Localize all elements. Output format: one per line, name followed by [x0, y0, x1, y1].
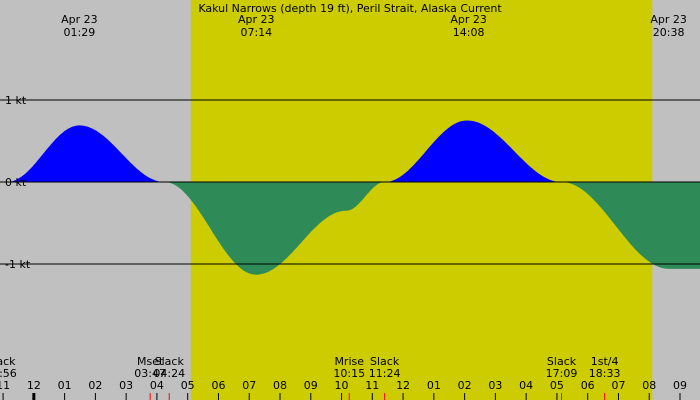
- flood-area-5: [384, 120, 562, 182]
- flood-area-1: [7, 125, 165, 182]
- hour-tick-label: 02: [88, 379, 102, 392]
- hour-tick-label: 01: [58, 379, 72, 392]
- hour-tick-label: 05: [550, 379, 564, 392]
- extremum-time: 14:08: [453, 26, 485, 39]
- event-label: Slack: [155, 355, 185, 368]
- y-tick-label: 0 kt: [5, 176, 27, 189]
- hour-tick-label: 07: [242, 379, 256, 392]
- hour-axis: 11 12 01 02 03 04 05 06 07 08 09 10 11 12 01 02 03 04 05 06…: [0, 379, 687, 400]
- current-curve: [7, 120, 700, 275]
- hour-tick-label: 08: [273, 379, 287, 392]
- extremum-date: Apr 23: [650, 13, 687, 26]
- hour-tick-label: 12: [27, 379, 41, 392]
- hour-tick-label: 07: [611, 379, 625, 392]
- y-tick-label: 1 kt: [5, 94, 27, 107]
- y-axis-labels: 1 kt 0 kt -1 kt: [5, 94, 31, 271]
- hour-tick-label: 04: [150, 379, 164, 392]
- extremum-time: 20:38: [653, 26, 685, 39]
- hour-tick-label: 03: [119, 379, 133, 392]
- hour-tick-label: 04: [519, 379, 533, 392]
- hour-tick-label: 03: [488, 379, 502, 392]
- event-label: Mset: [137, 355, 164, 368]
- hour-tick-label: 06: [581, 379, 595, 392]
- extremum-date: Apr 23: [238, 13, 275, 26]
- chart-title: Kakul Narrows (depth 19 ft), Peril Strai…: [198, 2, 502, 15]
- hour-tick-label: 10: [335, 379, 349, 392]
- event-time: 11:24: [369, 367, 401, 380]
- y-tick-label: -1 kt: [5, 258, 31, 271]
- gridlines: [0, 99, 700, 265]
- hour-tick-label: 09: [304, 379, 318, 392]
- extremum-date: Apr 23: [450, 13, 487, 26]
- extremum-date: Apr 23: [61, 13, 98, 26]
- event-label: Mrise: [334, 355, 364, 368]
- event-time: 03:47: [134, 367, 166, 380]
- ebb-area-7: [561, 182, 700, 269]
- event-time: 17:09: [546, 367, 578, 380]
- event-time: 10:15: [333, 367, 365, 380]
- hour-tick-label: 12: [396, 379, 410, 392]
- event-label: 1st/4: [591, 355, 619, 368]
- hour-tick-label: 02: [458, 379, 472, 392]
- hour-tick-label: 11: [365, 379, 379, 392]
- event-label: Slack: [370, 355, 400, 368]
- hour-tick-label: 08: [642, 379, 656, 392]
- hour-tick-label: 01: [427, 379, 441, 392]
- hour-tick-label: 06: [211, 379, 225, 392]
- hour-tick-label: 05: [181, 379, 195, 392]
- hour-tick-label: 09: [673, 379, 687, 392]
- event-time: 18:33: [589, 367, 621, 380]
- slack-moon-events: Slack22:56Mset03:47Slack04:24Mrise10:15S…: [0, 355, 620, 380]
- event-label: Slack: [547, 355, 577, 368]
- event-time: 22:56: [0, 367, 17, 380]
- hour-tick-label: 11: [0, 379, 10, 392]
- extremum-time: 01:29: [64, 26, 96, 39]
- ebb-area-3: [164, 182, 385, 275]
- event-label: Slack: [0, 355, 16, 368]
- extremum-time: 07:14: [240, 26, 272, 39]
- event-time: 04:24: [153, 367, 185, 380]
